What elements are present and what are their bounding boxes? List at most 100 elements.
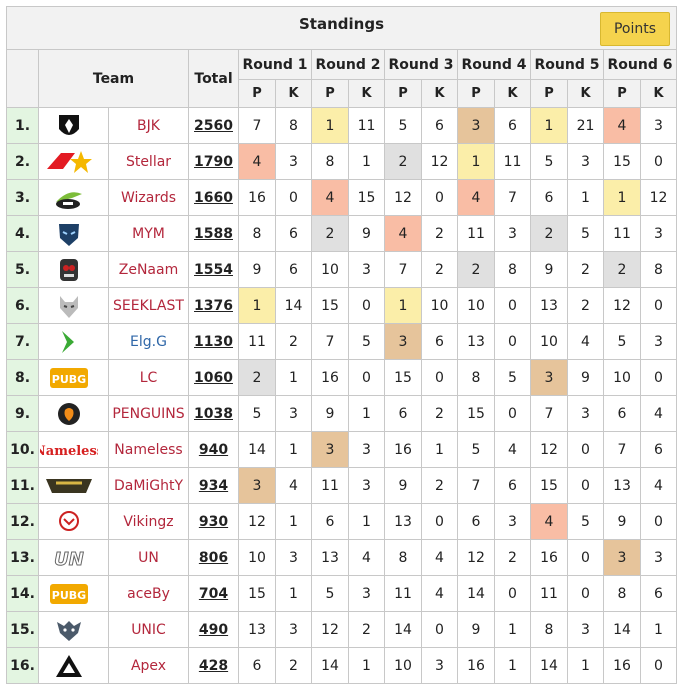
- kills-cell: 0: [421, 611, 458, 648]
- pubg-logo[interactable]: PUBG: [40, 577, 100, 611]
- rank-cell: 3.: [6, 179, 39, 216]
- team-logo-cell: [38, 179, 109, 216]
- unic-wolf-logo[interactable]: [40, 613, 100, 647]
- points-button[interactable]: Points: [600, 12, 670, 46]
- rank-cell: 13.: [6, 539, 39, 576]
- kills-cell: 1: [494, 611, 531, 648]
- placement-cell: 3: [238, 467, 276, 504]
- team-name-link[interactable]: Stellar: [108, 143, 189, 180]
- team-name-link[interactable]: ZeNaam: [108, 251, 189, 288]
- standings-table: Standings Points Team Total Round 1 Roun…: [6, 6, 677, 684]
- kills-cell: 6: [421, 323, 458, 360]
- team-name-link[interactable]: Apex: [108, 647, 189, 684]
- placement-header: P: [384, 79, 422, 108]
- team-name-link[interactable]: UNIC: [108, 611, 189, 648]
- kills-cell: 10: [421, 287, 458, 324]
- kills-cell: 6: [494, 467, 531, 504]
- team-logo-cell: [38, 107, 109, 144]
- seeklast-wolf-logo[interactable]: [40, 289, 100, 323]
- kills-cell: 9: [567, 359, 604, 396]
- rank-cell: 8.: [6, 359, 39, 396]
- placement-cell: 6: [457, 503, 495, 540]
- apex-triangle-logo[interactable]: [40, 649, 100, 683]
- total-points-cell: 934: [188, 467, 239, 504]
- placement-cell: 15: [603, 143, 641, 180]
- team-name-link[interactable]: LC: [108, 359, 189, 396]
- table-row: 5. ZeNaam 1554 9 6 10 3 7 2 2 8 9 2 2 8: [6, 251, 677, 288]
- damighty-logo[interactable]: [40, 469, 100, 503]
- kills-cell: 4: [494, 431, 531, 468]
- placement-cell: 4: [311, 179, 349, 216]
- rank-cell: 2.: [6, 143, 39, 180]
- kills-cell: 3: [640, 539, 677, 576]
- rank-cell: 14.: [6, 575, 39, 612]
- table-row: 3. Wizards 1660 16 0 4 15 12 0 4 7 6 1 1 12: [6, 179, 677, 216]
- placement-cell: 16: [238, 179, 276, 216]
- round-4-header: Round 4: [457, 49, 531, 80]
- kills-cell: 0: [348, 287, 385, 324]
- kills-cell: 2: [421, 251, 458, 288]
- placement-cell: 13: [530, 287, 568, 324]
- un-wordmark-logo[interactable]: UN: [40, 541, 100, 575]
- team-name-link[interactable]: Vikingz: [108, 503, 189, 540]
- team-name-link[interactable]: PENGUINS: [108, 395, 189, 432]
- standings-widget: Standings Points Team Total Round 1 Roun…: [6, 6, 677, 684]
- team-name-link[interactable]: MYM: [108, 215, 189, 252]
- kills-cell: 4: [421, 539, 458, 576]
- kills-cell: 3: [348, 575, 385, 612]
- nameless-wordmark-logo[interactable]: Nameless: [40, 433, 100, 467]
- mym-mask-logo[interactable]: [40, 217, 100, 251]
- kills-cell: 0: [640, 359, 677, 396]
- placement-cell: 10: [457, 287, 495, 324]
- placement-header: P: [238, 79, 276, 108]
- kills-cell: 0: [348, 359, 385, 396]
- team-name-link[interactable]: Wizards: [108, 179, 189, 216]
- zenaam-skull-logo[interactable]: [40, 253, 100, 287]
- vikingz-logo[interactable]: [40, 505, 100, 539]
- elgg-arrow-logo[interactable]: [40, 325, 100, 359]
- pubg-logo[interactable]: PUBG: [40, 361, 100, 395]
- kills-cell: 4: [567, 323, 604, 360]
- team-logo-cell: [38, 323, 109, 360]
- placement-cell: 8: [457, 359, 495, 396]
- table-row: 15. UNIC 490 13 3 12 2 14 0 9 1 8 3 14 1: [6, 611, 677, 648]
- placement-cell: 10: [530, 323, 568, 360]
- kills-cell: 0: [421, 503, 458, 540]
- stellar-star-logo[interactable]: [40, 145, 100, 179]
- kills-cell: 1: [494, 647, 531, 684]
- kills-cell: 6: [640, 431, 677, 468]
- kills-cell: 5: [494, 359, 531, 396]
- total-points-cell: 490: [188, 611, 239, 648]
- kills-cell: 6: [421, 107, 458, 144]
- rank-cell: 16.: [6, 647, 39, 684]
- wizards-hat-logo[interactable]: [40, 181, 100, 215]
- penguins-logo[interactable]: [40, 397, 100, 431]
- total-points-cell: 1038: [188, 395, 239, 432]
- team-name-link[interactable]: UN: [108, 539, 189, 576]
- kills-cell: 4: [275, 467, 312, 504]
- team-name-link[interactable]: aceBy: [108, 575, 189, 612]
- table-row: 2. Stellar 1790 4 3 8 1 2 12 1 11 5 3 15 0: [6, 143, 677, 180]
- team-name-link[interactable]: DaMiGhtY: [108, 467, 189, 504]
- team-name-link[interactable]: Nameless: [108, 431, 189, 468]
- kills-cell: 0: [421, 179, 458, 216]
- team-name-link[interactable]: SEEKLAST: [108, 287, 189, 324]
- placement-cell: 1: [238, 287, 276, 324]
- team-logo-cell: [38, 143, 109, 180]
- kills-cell: 3: [567, 395, 604, 432]
- placement-cell: 16: [311, 359, 349, 396]
- kills-cell: 2: [421, 395, 458, 432]
- placement-cell: 4: [603, 107, 641, 144]
- kills-cell: 3: [275, 143, 312, 180]
- table-row: 4. MYM 1588 8 6 2 9 4 2 11 3 2 5 11 3: [6, 215, 677, 252]
- team-name-link[interactable]: Elg.G: [108, 323, 189, 360]
- round-5-header: Round 5: [530, 49, 604, 80]
- bjk-eagle-logo[interactable]: [40, 109, 100, 143]
- rank-cell: 1.: [6, 107, 39, 144]
- placement-cell: 2: [238, 359, 276, 396]
- kills-cell: 1: [275, 575, 312, 612]
- team-name-link[interactable]: BJK: [108, 107, 189, 144]
- placement-cell: 6: [530, 179, 568, 216]
- kills-cell: 8: [640, 251, 677, 288]
